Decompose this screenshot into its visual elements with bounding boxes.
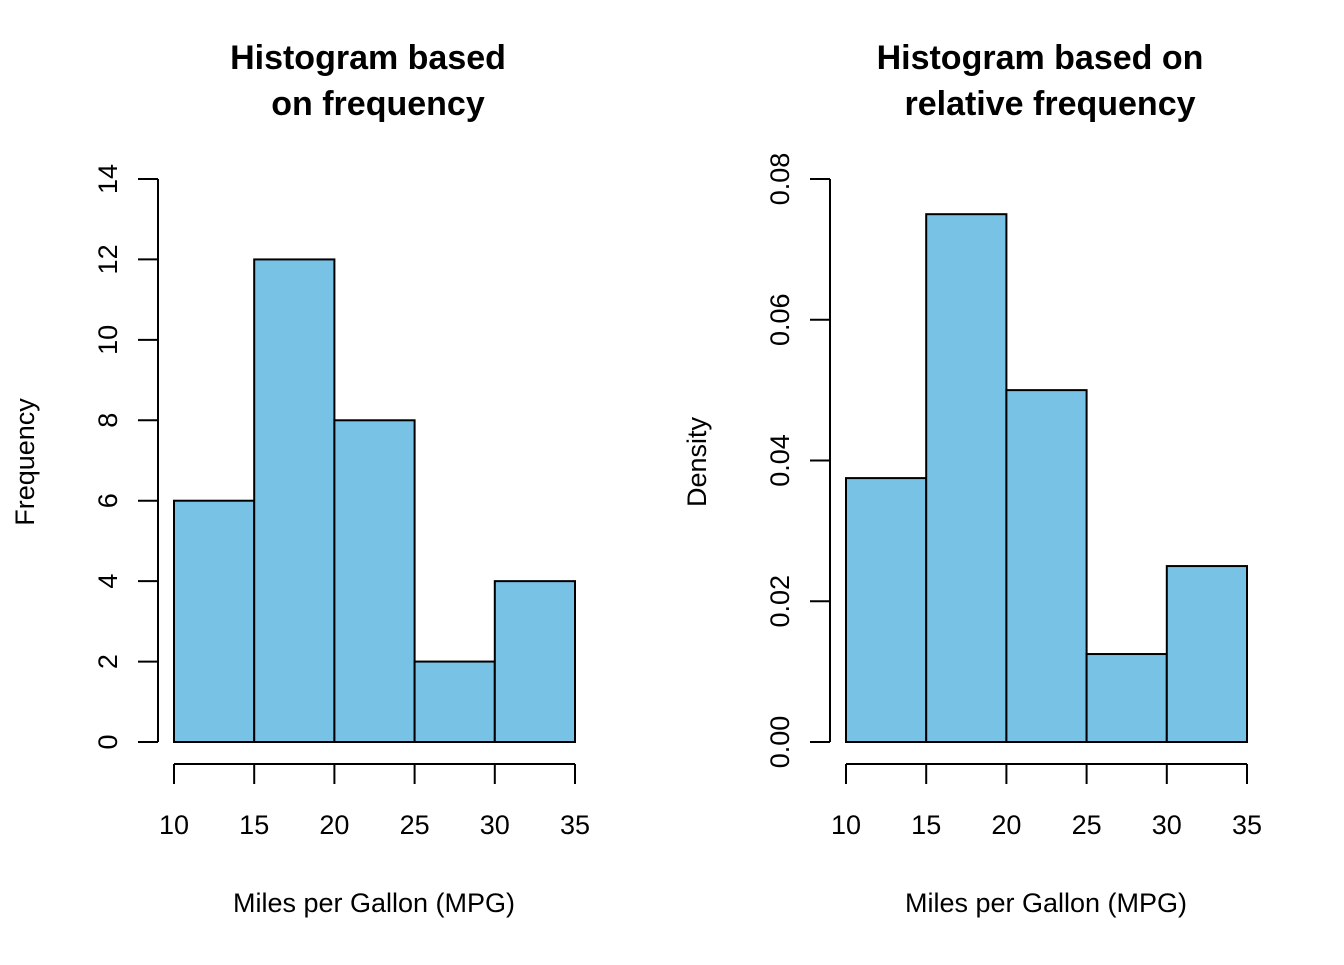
x-tick-label: 20 (991, 810, 1021, 840)
histogram-bar (173, 499, 256, 744)
histogram-bar (1005, 389, 1088, 743)
x-tick-label: 25 (400, 810, 430, 840)
y-axis-label: Frequency (10, 398, 40, 526)
histogram-bar (845, 477, 928, 743)
y-tick-label: 8 (93, 413, 123, 428)
chart-title-line-1: Histogram based (230, 39, 506, 77)
x-tick-label: 30 (1152, 810, 1182, 840)
histogram-bar (1165, 565, 1249, 743)
x-axis-label: Miles per Gallon (MPG) (905, 888, 1187, 918)
chart-title-line-2: relative frequency (904, 85, 1195, 123)
y-axis: 0.00 0.02 0.04 0.06 0.08 (765, 153, 831, 769)
x-axis: 10 15 20 25 30 35 (159, 763, 590, 840)
y-tick-label: 6 (93, 493, 123, 508)
x-tick-label: 35 (1232, 810, 1262, 840)
y-tick-label: 2 (93, 654, 123, 669)
histogram-bar (493, 580, 576, 744)
x-axis-label: Miles per Gallon (MPG) (233, 888, 515, 918)
bars (845, 213, 1249, 743)
chart-title-line-1: Histogram based on (877, 39, 1204, 77)
histogram-bar (413, 660, 496, 743)
x-tick-label: 35 (560, 810, 590, 840)
y-axis-label: Density (682, 416, 712, 507)
x-tick-label: 20 (319, 810, 349, 840)
y-axis: 0 2 4 6 8 10 12 14 (93, 164, 159, 750)
x-axis: 10 15 20 25 30 35 (831, 763, 1262, 840)
histogram-bar (925, 213, 1008, 743)
y-tick-label: 0.02 (765, 575, 795, 628)
x-tick-label: 10 (831, 810, 861, 840)
y-tick-label: 14 (93, 164, 123, 194)
histogram-bar (253, 258, 336, 743)
panel-density: Histogram based on relative frequency Mi… (682, 39, 1262, 918)
x-tick-label: 10 (159, 810, 189, 840)
y-tick-label: 0.08 (765, 153, 795, 206)
bars (173, 258, 576, 744)
chart-title-line-2: on frequency (271, 85, 485, 123)
y-tick-label: 0 (93, 734, 123, 749)
y-tick-label: 10 (93, 325, 123, 355)
y-tick-label: 0.06 (765, 293, 795, 346)
histogram-bar (333, 419, 416, 743)
y-tick-label: 4 (93, 574, 123, 589)
x-tick-label: 15 (239, 810, 269, 840)
x-tick-label: 25 (1072, 810, 1102, 840)
y-tick-label: 0.04 (765, 434, 795, 487)
x-tick-label: 15 (911, 810, 941, 840)
histogram-bar (1085, 653, 1168, 743)
x-tick-label: 30 (480, 810, 510, 840)
y-tick-label: 12 (93, 244, 123, 274)
y-tick-label: 0.00 (765, 716, 795, 769)
panel-frequency: Histogram based on frequency Miles per G… (10, 39, 590, 918)
